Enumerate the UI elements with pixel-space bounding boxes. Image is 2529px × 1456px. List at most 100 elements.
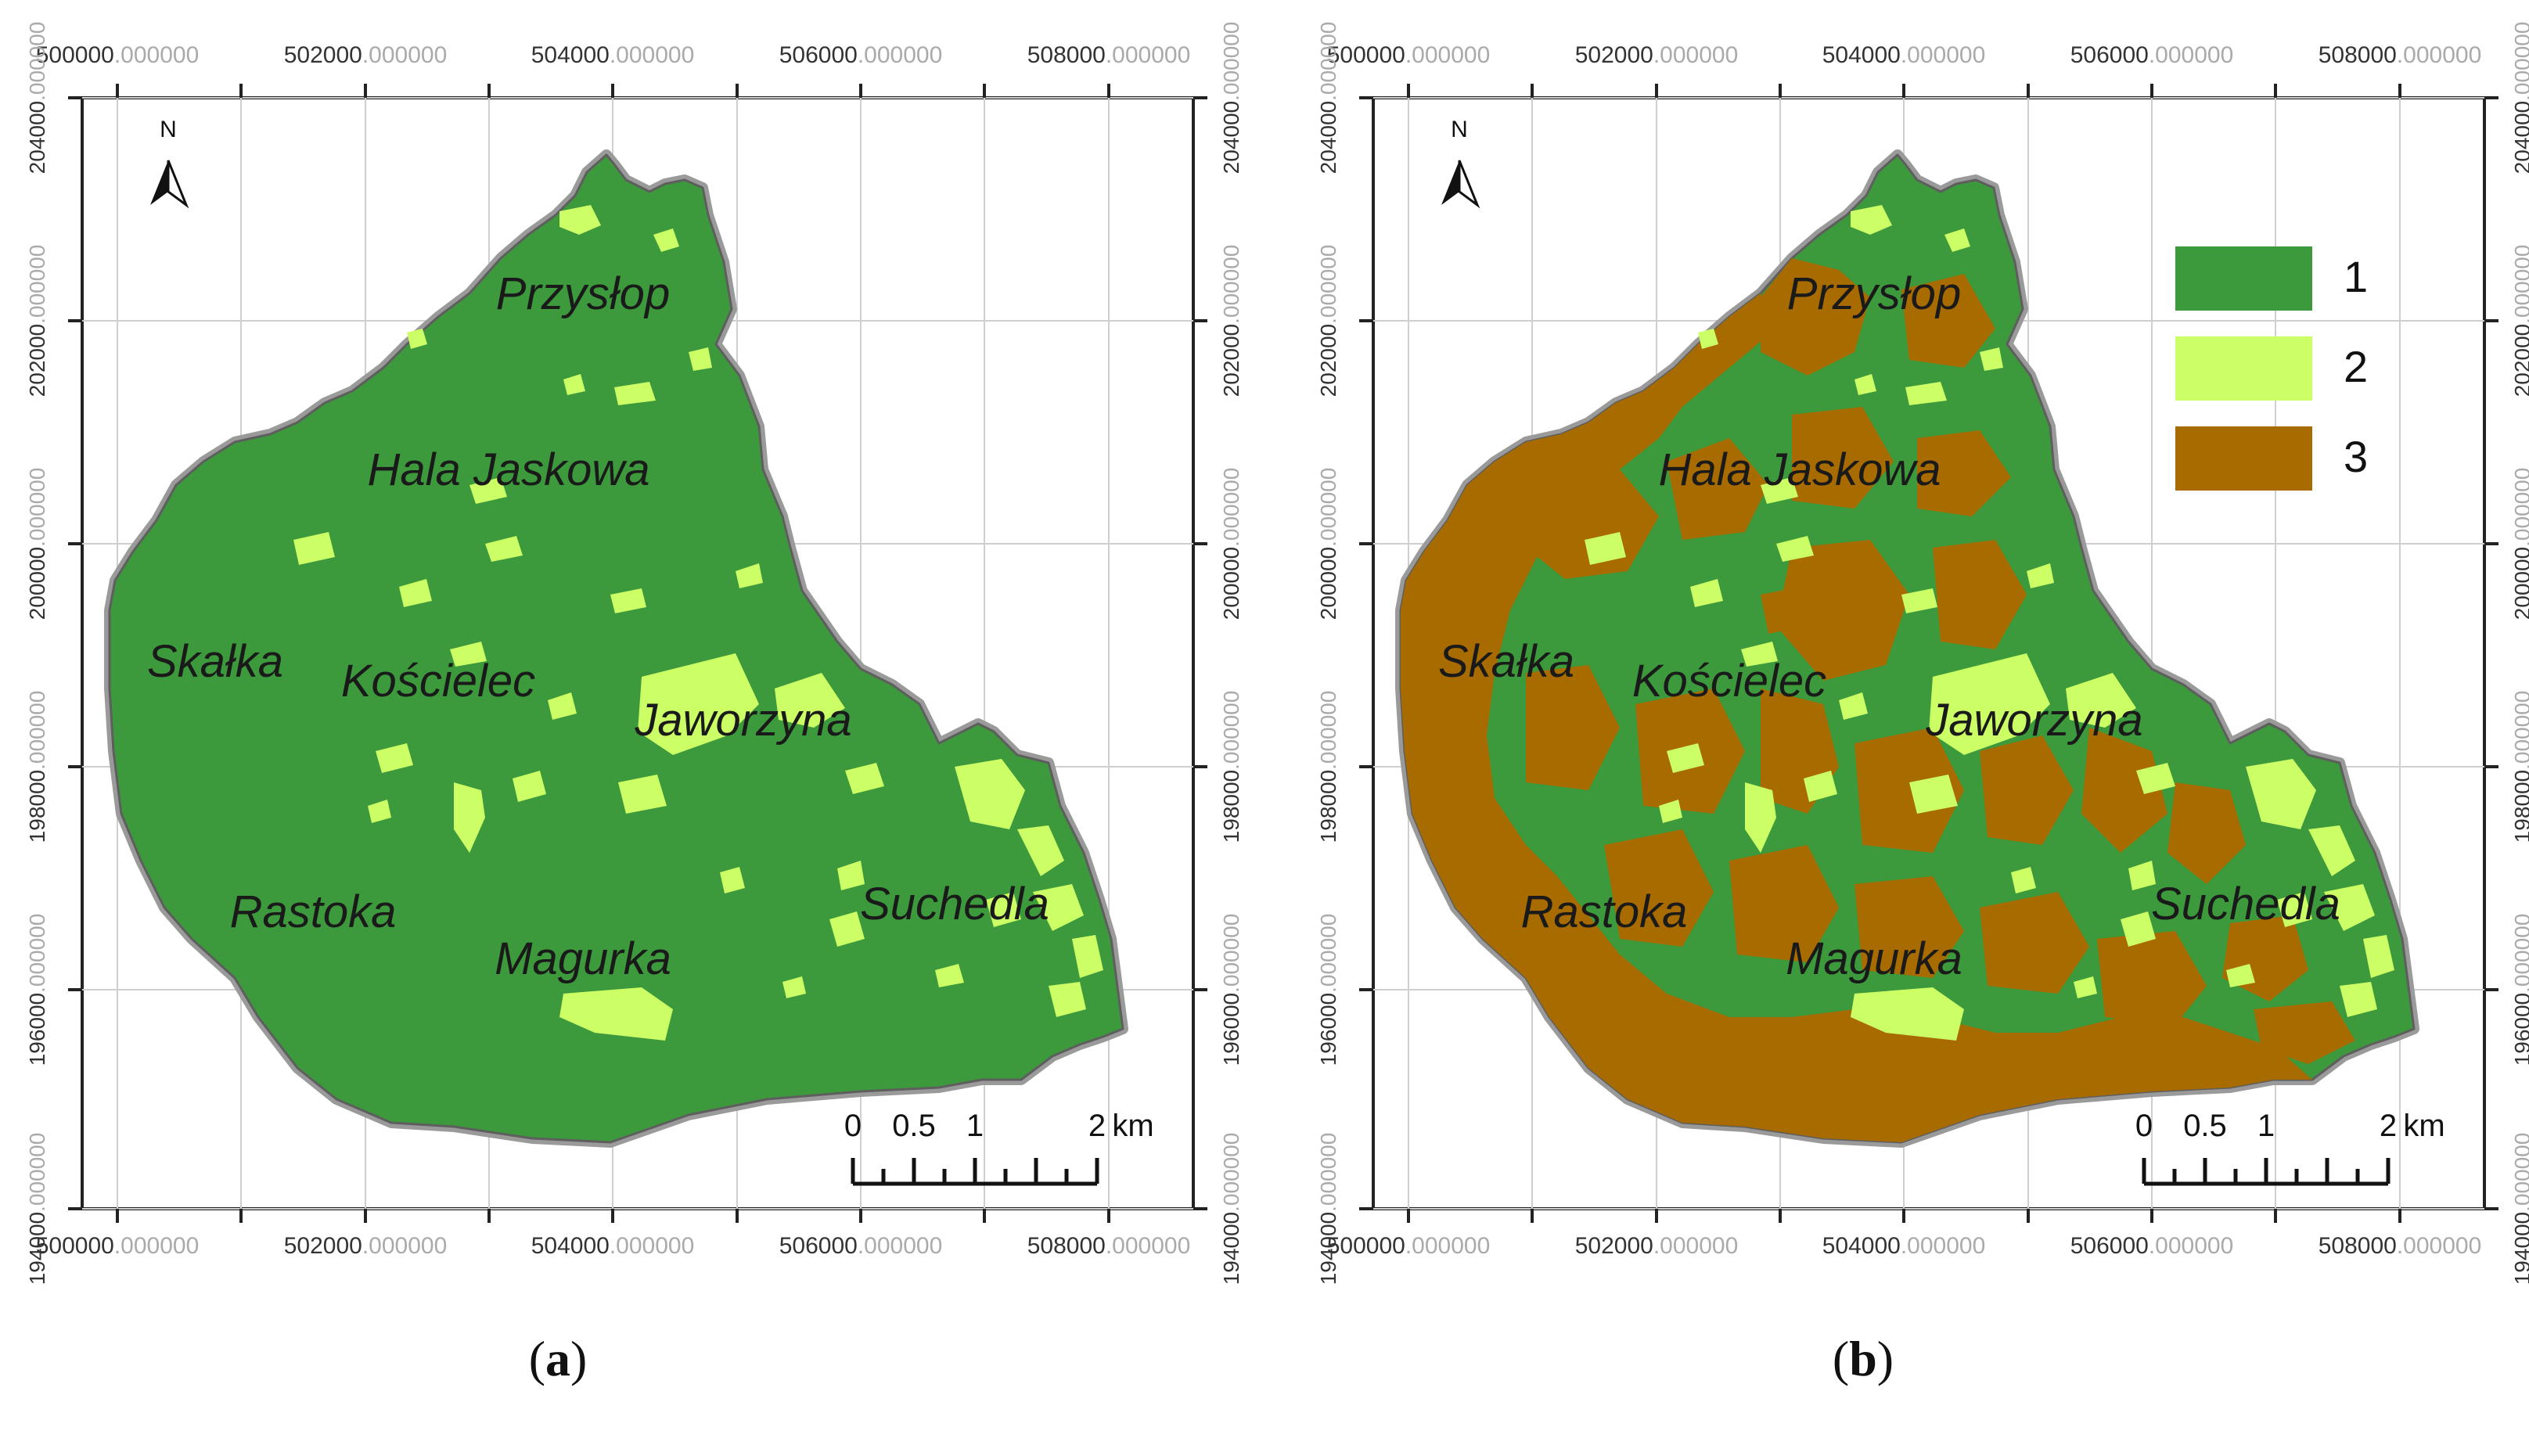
coord-suffix: .000000 — [610, 42, 694, 68]
coord-suffix: .000000 — [25, 914, 49, 993]
coord-label-right: 194000.000000 — [2510, 1133, 2529, 1285]
coord-label-top: 500000.000000 — [36, 42, 200, 68]
place-label: Hala Jaskowa — [367, 444, 649, 495]
coord-main: 500000 — [36, 42, 114, 68]
scale-bar — [2142, 1158, 2390, 1186]
coord-suffix: .000000 — [1106, 1233, 1190, 1259]
coord-main: 504000 — [531, 42, 610, 68]
coord-label-right: 198000.000000 — [1219, 691, 1243, 843]
coord-label-top: 502000.000000 — [284, 42, 448, 68]
coord-suffix: .000000 — [1219, 914, 1243, 993]
coord-label-top: 500000.000000 — [1327, 42, 1491, 68]
coord-label-right: 204000.000000 — [1219, 22, 1243, 174]
coord-suffix: .000000 — [25, 1133, 49, 1212]
coord-suffix: .000000 — [610, 1233, 694, 1259]
place-label: Jaworzyna — [634, 695, 851, 746]
coord-suffix: .000000 — [2510, 468, 2529, 547]
coord-main: 200000 — [1219, 547, 1243, 620]
scale-bar-unit: km — [1112, 1109, 1153, 1143]
coord-label-left: 200000.000000 — [1316, 468, 1340, 620]
place-label: Magurka — [495, 933, 671, 984]
place-label: Suchedla — [2151, 879, 2340, 929]
coord-main: 500000 — [36, 1233, 114, 1259]
place-label: Rastoka — [1521, 886, 1688, 937]
coord-suffix: .000000 — [1219, 691, 1243, 770]
legend: 1 2 3 — [2175, 246, 2368, 491]
coord-main: 202000 — [1219, 324, 1243, 397]
coord-main: 504000 — [1822, 42, 1901, 68]
coord-label-right: 200000.000000 — [2510, 468, 2529, 620]
coord-suffix: .000000 — [2397, 1233, 2481, 1259]
legend-label: 1 — [2344, 252, 2368, 301]
coord-suffix: .000000 — [1316, 914, 1340, 993]
coord-label-right: 196000.000000 — [2510, 914, 2529, 1066]
north-arrow-icon — [1441, 160, 1480, 209]
place-label: Rastoka — [230, 886, 397, 937]
north-arrow-right — [167, 160, 189, 209]
coord-suffix: .000000 — [25, 691, 49, 770]
place-label: Skałka — [1438, 636, 1574, 687]
scale-bar — [851, 1158, 1099, 1186]
coord-label-bottom: 504000.000000 — [531, 1233, 695, 1259]
coord-suffix: .000000 — [1316, 1133, 1340, 1212]
coord-label-left: 202000.000000 — [25, 245, 49, 397]
coord-main: 204000 — [25, 101, 49, 174]
legend-swatch — [2175, 426, 2312, 491]
place-label: Suchedla — [860, 879, 1049, 929]
panel-caption-a: (a) — [528, 1331, 588, 1386]
coord-label-bottom: 506000.000000 — [2070, 1233, 2234, 1259]
place-label: Przysłop — [1787, 268, 1961, 319]
coord-suffix: .000000 — [362, 42, 447, 68]
coord-suffix: .000000 — [2149, 42, 2233, 68]
coord-main: 202000 — [25, 324, 49, 397]
coord-main: 198000 — [1316, 770, 1340, 843]
coord-main: 502000 — [284, 1233, 362, 1259]
coord-main: 502000 — [1575, 1233, 1653, 1259]
coord-main: 508000 — [1027, 42, 1106, 68]
coord-main: 500000 — [1327, 1233, 1405, 1259]
coord-label-right: 202000.000000 — [1219, 245, 1243, 397]
coord-main: 196000 — [1316, 993, 1340, 1066]
coord-main: 506000 — [779, 1233, 858, 1259]
coord-label-right: 202000.000000 — [2510, 245, 2529, 397]
coord-suffix: .000000 — [2510, 1133, 2529, 1212]
coord-label-left: 196000.000000 — [25, 914, 49, 1066]
coord-main: 504000 — [1822, 1233, 1901, 1259]
place-label: Skałka — [147, 636, 283, 687]
scale-bar-unit: km — [2403, 1109, 2444, 1143]
place-label: Jaworzyna — [1925, 695, 2142, 746]
coord-suffix: .000000 — [2510, 245, 2529, 324]
panel-caption-b: (b) — [1832, 1331, 1894, 1386]
coord-main: 508000 — [2319, 1233, 2397, 1259]
legend-label: 2 — [2344, 342, 2368, 391]
coord-label-top: 502000.000000 — [1575, 42, 1739, 68]
coord-main: 200000 — [1316, 547, 1340, 620]
coord-label-bottom: 506000.000000 — [779, 1233, 943, 1259]
north-arrow-icon — [150, 160, 189, 209]
coord-label-left: 194000.000000 — [1316, 1133, 1340, 1285]
north-label: N — [160, 117, 177, 142]
coord-label-left: 200000.000000 — [25, 468, 49, 620]
scale-bar-label: 2 — [1088, 1109, 1106, 1143]
coord-label-bottom: 508000.000000 — [1027, 1233, 1191, 1259]
coord-main: 202000 — [2510, 324, 2529, 397]
coord-suffix: .000000 — [2397, 42, 2481, 68]
coord-suffix: .000000 — [1405, 1233, 1490, 1259]
coord-suffix: .000000 — [858, 42, 942, 68]
coord-label-left: 202000.000000 — [1316, 245, 1340, 397]
legend-label: 3 — [2344, 432, 2368, 481]
coord-suffix: .000000 — [858, 1233, 942, 1259]
coord-label-bottom: 502000.000000 — [1575, 1233, 1739, 1259]
scale-bar-label: 1 — [2257, 1109, 2275, 1143]
coord-suffix: .000000 — [1316, 468, 1340, 547]
coord-main: 204000 — [2510, 101, 2529, 174]
coord-label-top: 508000.000000 — [1027, 42, 1191, 68]
coord-suffix: .000000 — [2510, 914, 2529, 993]
north-label: N — [1451, 117, 1468, 142]
coord-label-bottom: 500000.000000 — [36, 1233, 200, 1259]
scale-bar-label: 1 — [966, 1109, 984, 1143]
coord-suffix: .000000 — [114, 42, 199, 68]
legend-swatch — [2175, 336, 2312, 401]
